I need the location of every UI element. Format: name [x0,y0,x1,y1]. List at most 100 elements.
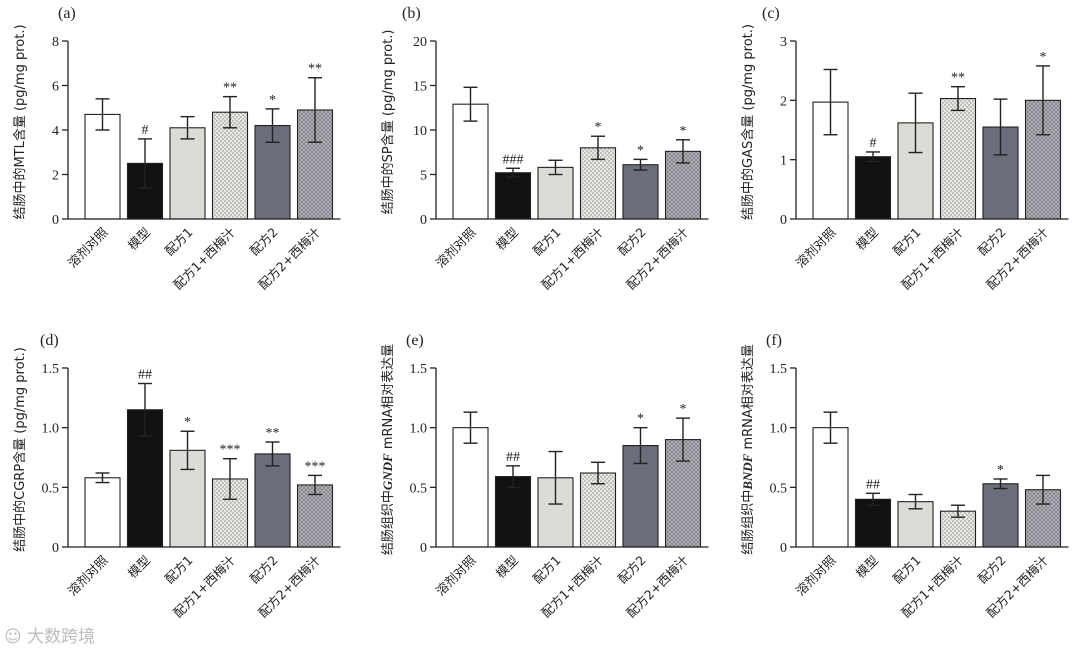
y-axis-label-gene: GNDF [380,453,395,490]
panel-label: (f) [766,332,782,349]
y-axis-label: 结肠中的CGRP含量 (pg/mg prot.) [12,347,28,552]
x-tick-label: 配方1 [162,225,196,259]
bar [254,453,291,548]
significance-label: ** [223,81,237,96]
chart-panel-4: (d) 0 0.5 1.0 1.5 结肠中的CGRP含量 (pg/mg prot.) 溶剂对… [12,332,341,620]
bar [452,103,489,220]
y-tick-label: 0 [420,213,427,228]
y-tick-label: 0.5 [410,481,428,496]
panel-label: (e) [406,332,424,349]
x-tick-label: 模型 [125,553,153,581]
significance-label: ## [138,368,152,383]
x-tick-label: 配方2 [615,225,649,259]
y-axis-label-prefix: 结肠组织中 [381,490,396,555]
panel-label: (c) [762,5,780,22]
y-tick-label: 0 [780,213,787,228]
significance-label: * [184,415,191,430]
watermark-text: 大数跨境 [27,627,96,647]
x-tick-label: 配方1 [530,553,564,587]
y-tick-label: 0.5 [770,481,788,496]
bar [622,164,659,220]
bar [854,498,892,548]
y-axis-label: 结肠组织中GNDF mRNA相对表达量 [380,344,396,555]
y-tick-label: 1.5 [770,362,788,377]
y-axis-label-gene: BNDF [740,453,755,490]
x-tick-label: 溶剂对照 [65,225,111,271]
x-tick-label: 配方2 [975,225,1009,259]
y-tick-label: 0 [780,541,787,556]
x-tick-label: 模型 [125,225,153,253]
y-tick-label: 15 [413,80,427,95]
y-tick-label: 1.0 [770,422,788,437]
x-tick-label: 配方1 [890,553,924,587]
x-tick-label: 溶剂对照 [793,225,839,271]
significance-label: ** [308,62,322,77]
x-tick-label: 溶剂对照 [65,553,111,599]
y-tick-label: 2 [780,94,787,109]
watermark: ☺ 大数跨境 [4,622,95,647]
y-axis-label: 结肠中的MTL含量 (pg/mg prot.) [12,24,28,219]
significance-label: * [637,143,644,158]
x-tick-label: 配方1 [162,553,196,587]
y-axis-label: 结肠中的SP含量 (pg/mg prot.) [380,30,396,215]
y-tick-label: 1 [780,154,787,169]
x-tick-label: 配方2 [247,225,281,259]
x-tick-label: 配方1 [890,225,924,259]
significance-label: * [997,463,1004,478]
bar [854,156,892,220]
y-tick-label: 3 [780,35,787,50]
x-tick-label: 模型 [853,225,881,253]
significance-label: * [269,93,276,108]
y-tick-label: 1.0 [410,422,428,437]
y-tick-label: 0.5 [42,481,60,496]
x-tick-label: 模型 [493,553,521,581]
significance-label: ** [951,71,965,86]
bar [452,427,489,548]
bar [579,472,617,548]
significance-label: * [1040,50,1047,65]
y-tick-label: 6 [52,80,59,95]
x-tick-label: 配方2 [975,553,1009,587]
bar [211,111,249,220]
y-tick-label: 8 [52,35,59,50]
significance-label: ## [866,477,880,492]
bar [982,483,1019,548]
bar [939,98,977,220]
significance-label: * [637,412,644,427]
chart-panel-2: (b) 0 5 10 15 20 结肠中的SP含量 (pg/mg prot.) 溶剂对照 ###… [380,5,709,292]
x-tick-label: 配方2 [247,553,281,587]
significance-label: *** [220,443,241,458]
x-tick-label: 模型 [853,553,881,581]
chart-panel-3: (c) 0 1 2 3 结肠中的GAS含量 (pg/mg prot.) 溶剂对照 # 模型 配方1… [740,5,1069,292]
y-tick-label: 1.0 [42,422,60,437]
x-tick-label: 配方2 [615,553,649,587]
y-axis-label: 结肠中的GAS含量 (pg/mg prot.) [740,24,756,220]
x-tick-label: 配方1 [530,225,564,259]
x-tick-label: 溶剂对照 [433,225,479,271]
x-tick-label: 模型 [493,225,521,253]
significance-label: ## [506,450,520,465]
y-tick-label: 0 [52,213,59,228]
y-tick-label: 5 [420,169,427,184]
significance-label: # [870,136,877,151]
bar [494,476,532,548]
bar [494,172,532,220]
watermark-logo-icon: ☺ [4,627,22,647]
significance-label: * [680,402,687,417]
x-tick-label: 溶剂对照 [433,553,479,599]
panel-label: (a) [58,5,76,22]
y-tick-label: 20 [413,35,427,50]
significance-label: ** [266,426,280,441]
y-tick-label: 0 [420,541,427,556]
y-axis-label-suffix: mRNA相对表达量 [381,344,396,453]
bar [169,127,206,220]
bar [537,166,574,220]
y-tick-label: 1.5 [42,362,60,377]
significance-label: ### [503,152,524,167]
x-tick-label: 溶剂对照 [793,553,839,599]
significance-label: * [595,120,602,135]
y-tick-label: 4 [52,124,59,139]
